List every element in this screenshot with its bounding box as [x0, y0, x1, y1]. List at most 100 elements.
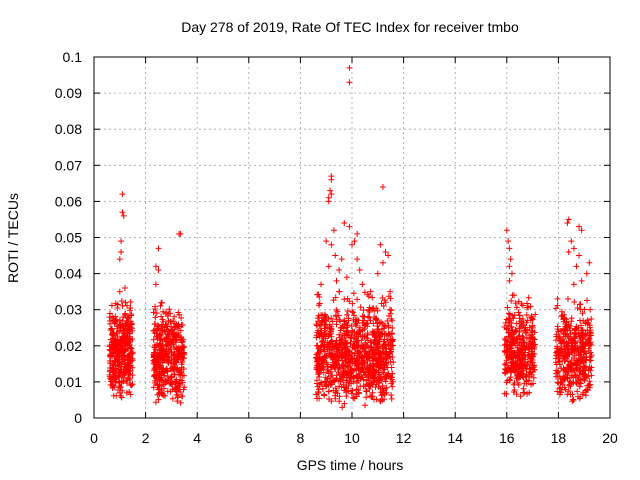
data-point — [531, 350, 538, 357]
data-point — [373, 362, 380, 369]
data-point — [174, 392, 181, 399]
data-point — [388, 392, 395, 399]
data-point — [352, 360, 359, 367]
data-point — [351, 238, 358, 245]
data-point — [118, 379, 125, 386]
data-point — [128, 311, 135, 318]
data-point — [357, 304, 364, 311]
x-tick-label: 8 — [297, 430, 305, 446]
data-point — [361, 289, 368, 296]
data-point — [556, 391, 563, 398]
data-point — [367, 361, 374, 368]
data-point — [341, 400, 348, 407]
data-point — [316, 323, 323, 330]
data-point — [523, 342, 530, 349]
data-point — [351, 312, 358, 319]
data-point — [556, 385, 563, 392]
data-point — [361, 325, 368, 332]
data-point — [124, 332, 131, 339]
data-point — [166, 306, 173, 313]
data-point — [159, 366, 166, 373]
data-point — [152, 314, 159, 321]
data-point — [156, 390, 163, 397]
data-point — [506, 263, 513, 270]
data-point — [349, 300, 356, 307]
data-point — [348, 390, 355, 397]
data-point — [168, 373, 175, 380]
data-point — [325, 388, 332, 395]
data-point — [363, 343, 370, 350]
data-point — [564, 220, 571, 227]
data-point — [508, 270, 515, 277]
data-point — [373, 396, 380, 403]
x-tick-label: 2 — [142, 430, 150, 446]
data-point — [369, 349, 376, 356]
data-point — [112, 300, 119, 307]
data-point — [519, 362, 526, 369]
data-point — [118, 298, 125, 305]
data-point — [333, 348, 340, 355]
data-point — [379, 320, 386, 327]
data-point — [152, 399, 159, 406]
data-point — [555, 380, 562, 387]
data-point — [370, 339, 377, 346]
data-point — [377, 357, 384, 364]
data-point — [163, 343, 170, 350]
data-point — [561, 384, 568, 391]
data-point — [313, 334, 320, 341]
data-point — [158, 376, 165, 383]
data-point — [323, 359, 330, 366]
data-point — [579, 310, 586, 317]
data-point — [337, 327, 344, 334]
data-point — [510, 339, 517, 346]
data-point — [158, 347, 165, 354]
data-point — [169, 395, 176, 402]
data-point — [127, 298, 134, 305]
data-point — [327, 381, 334, 388]
data-point — [151, 359, 158, 366]
data-point — [513, 391, 520, 398]
data-point — [119, 209, 126, 216]
data-point — [520, 327, 527, 334]
data-point — [514, 369, 521, 376]
data-point — [110, 392, 117, 399]
data-point — [151, 373, 158, 380]
data-point — [129, 357, 136, 364]
data-point — [180, 366, 187, 373]
y-tick-label: 0.08 — [55, 121, 82, 137]
data-point — [153, 378, 160, 385]
data-point — [554, 379, 561, 386]
data-point — [511, 349, 518, 356]
data-point — [503, 227, 510, 234]
data-point — [127, 391, 134, 398]
data-point — [326, 331, 333, 338]
data-point — [343, 349, 350, 356]
data-point — [330, 297, 337, 304]
data-point — [518, 317, 525, 324]
data-point — [554, 295, 561, 302]
data-point — [323, 382, 330, 389]
data-point — [173, 322, 180, 329]
data-point — [126, 352, 133, 359]
data-point — [313, 391, 320, 398]
data-point — [369, 389, 376, 396]
data-point — [323, 238, 330, 245]
data-point — [172, 337, 179, 344]
data-point — [333, 316, 340, 323]
data-point — [355, 387, 362, 394]
data-point — [503, 341, 510, 348]
data-point — [325, 263, 332, 270]
data-point — [315, 327, 322, 334]
data-point — [322, 312, 329, 319]
data-point — [333, 340, 340, 347]
data-point — [343, 274, 350, 281]
data-point — [321, 353, 328, 360]
data-point — [506, 333, 513, 340]
data-point — [340, 381, 347, 388]
data-point — [109, 382, 116, 389]
data-point — [176, 380, 183, 387]
data-point — [344, 327, 351, 334]
data-point — [572, 343, 579, 349]
data-point — [116, 354, 123, 361]
y-tick-label: 0.05 — [55, 230, 82, 246]
